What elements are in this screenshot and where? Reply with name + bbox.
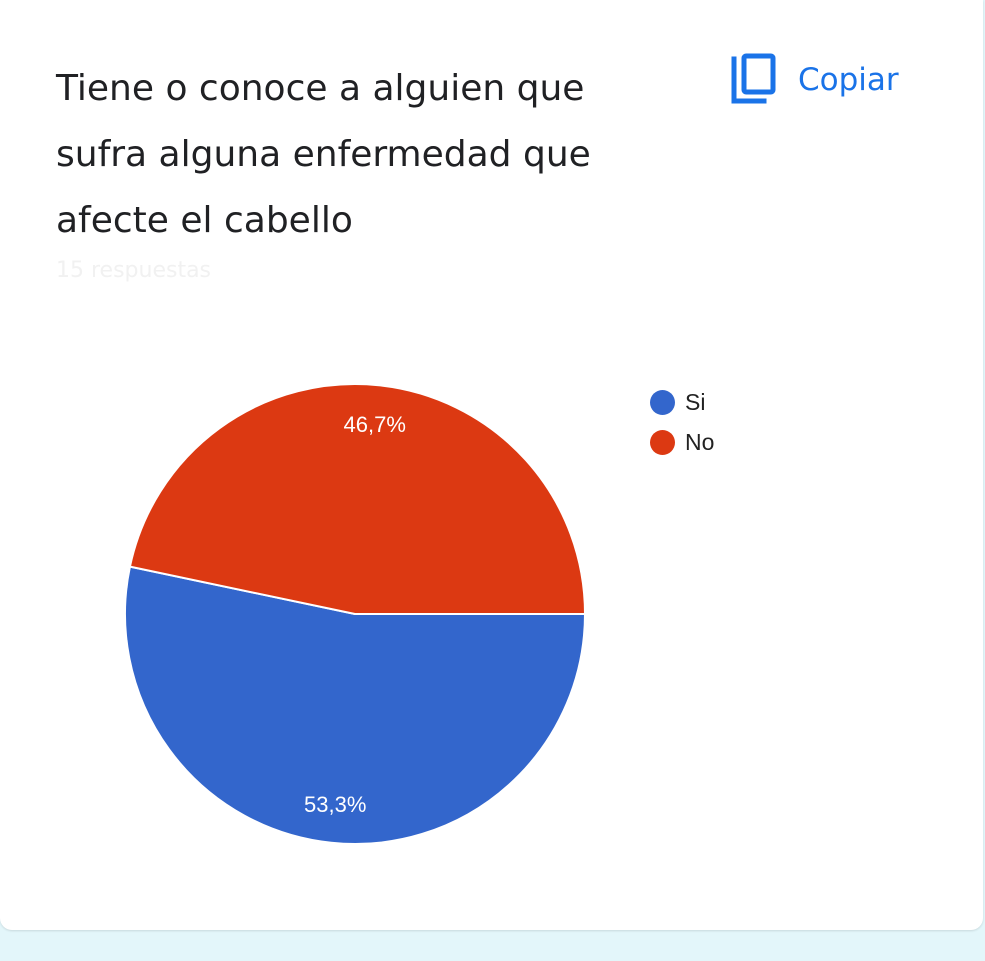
legend-item-no[interactable]: No [650, 422, 714, 462]
question-title-line-2: sufra alguna enfermedad que [56, 134, 591, 175]
legend-swatch [650, 389, 675, 415]
chart-legend: Si No [650, 382, 714, 462]
legend-label: No [685, 428, 715, 455]
pie-slice-no[interactable] [128, 383, 587, 615]
copy-button-label: Copiar [798, 62, 899, 98]
legend-item-si[interactable]: Si [650, 382, 714, 422]
question-title-line-1: Tiene o conoce a alguien que [56, 68, 585, 109]
copy-chart-button[interactable]: Copiar [728, 50, 899, 110]
copy-icon [731, 53, 776, 104]
slice-label-no: 46,7% [344, 412, 406, 437]
pie-chart: 53,3% 46,7% [124, 383, 587, 845]
pie-slice-si[interactable] [124, 565, 587, 845]
legend-label: Si [685, 388, 706, 415]
question-title: Tiene o conoce a alguien que sufra algun… [56, 56, 656, 254]
question-card: Tiene o conoce a alguien que sufra algun… [0, 0, 983, 930]
slice-label-si: 53,3% [304, 792, 366, 817]
response-count: 15 respuestas [56, 258, 212, 283]
question-title-line-3: afecte el cabello [56, 200, 353, 241]
legend-swatch [650, 429, 675, 455]
